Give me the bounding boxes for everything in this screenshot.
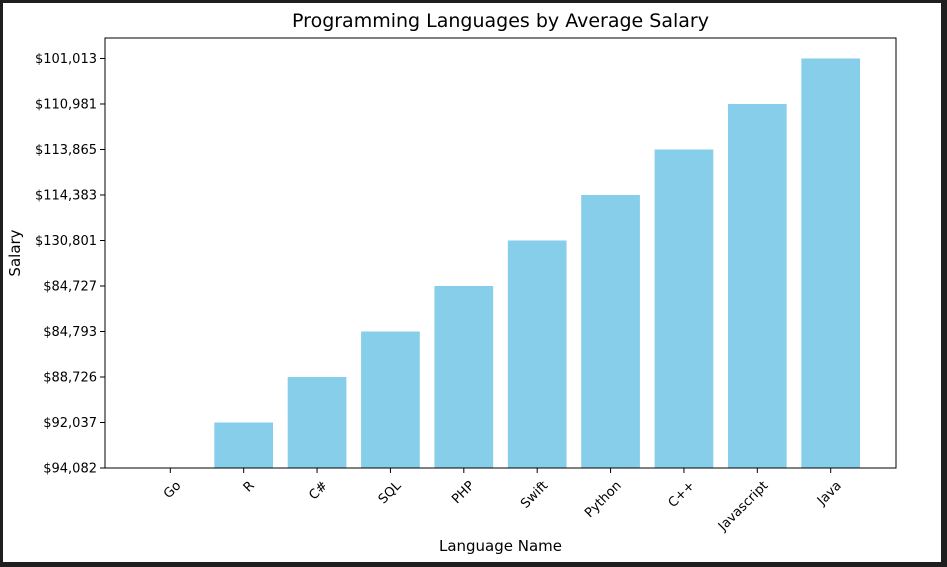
- figure-canvas: Programming Languages by Average Salary …: [3, 3, 941, 562]
- x-axis-title: Language Name: [439, 537, 562, 555]
- x-axis: Go R C# SQL PHP Swift Python C++ Javascript Java: [161, 468, 845, 535]
- bar-php: [434, 285, 494, 468]
- bar-c-: [654, 149, 714, 468]
- y-tick-label: $101,013: [35, 52, 97, 67]
- y-tick-label: $113,865: [35, 143, 97, 158]
- bar-java: [801, 58, 861, 468]
- x-tick-label: Javascript: [715, 478, 771, 534]
- bar-c-: [287, 376, 347, 468]
- x-tick-label: Java: [814, 478, 845, 509]
- x-tick-label: R: [241, 478, 258, 495]
- bar-sql: [361, 331, 420, 468]
- y-tick-label: $92,037: [43, 416, 97, 431]
- y-axis-title: Salary: [6, 229, 24, 276]
- y-tick-label: $94,082: [43, 462, 97, 477]
- x-tick-label: Go: [161, 478, 184, 501]
- chart-title: Programming Languages by Average Salary: [292, 10, 709, 32]
- bar-chart: Programming Languages by Average Salary …: [6, 10, 897, 555]
- x-tick-label: SQL: [376, 478, 405, 507]
- y-tick-label: $130,801: [35, 234, 97, 249]
- bar-python: [581, 194, 640, 468]
- x-tick-label: PHP: [449, 478, 478, 507]
- bar-swift: [507, 240, 567, 468]
- y-tick-label: $84,727: [43, 279, 97, 294]
- x-tick-label: Swift: [518, 478, 551, 511]
- y-tick-label: $110,981: [35, 97, 97, 112]
- y-tick-label: $114,383: [35, 188, 97, 203]
- bar-r: [214, 422, 274, 468]
- x-tick-label: C#: [306, 478, 331, 503]
- bars-group: [214, 58, 861, 469]
- x-tick-label: Python: [582, 478, 624, 520]
- y-tick-label: $84,793: [43, 325, 97, 340]
- y-axis: $94,082 $92,037 $88,726 $84,793 $84,727 $130,…: [35, 52, 105, 477]
- x-tick-label: C++: [666, 478, 698, 510]
- y-tick-label: $88,726: [43, 370, 97, 385]
- bar-javascript: [727, 103, 787, 469]
- plot-area-frame: [104, 37, 897, 469]
